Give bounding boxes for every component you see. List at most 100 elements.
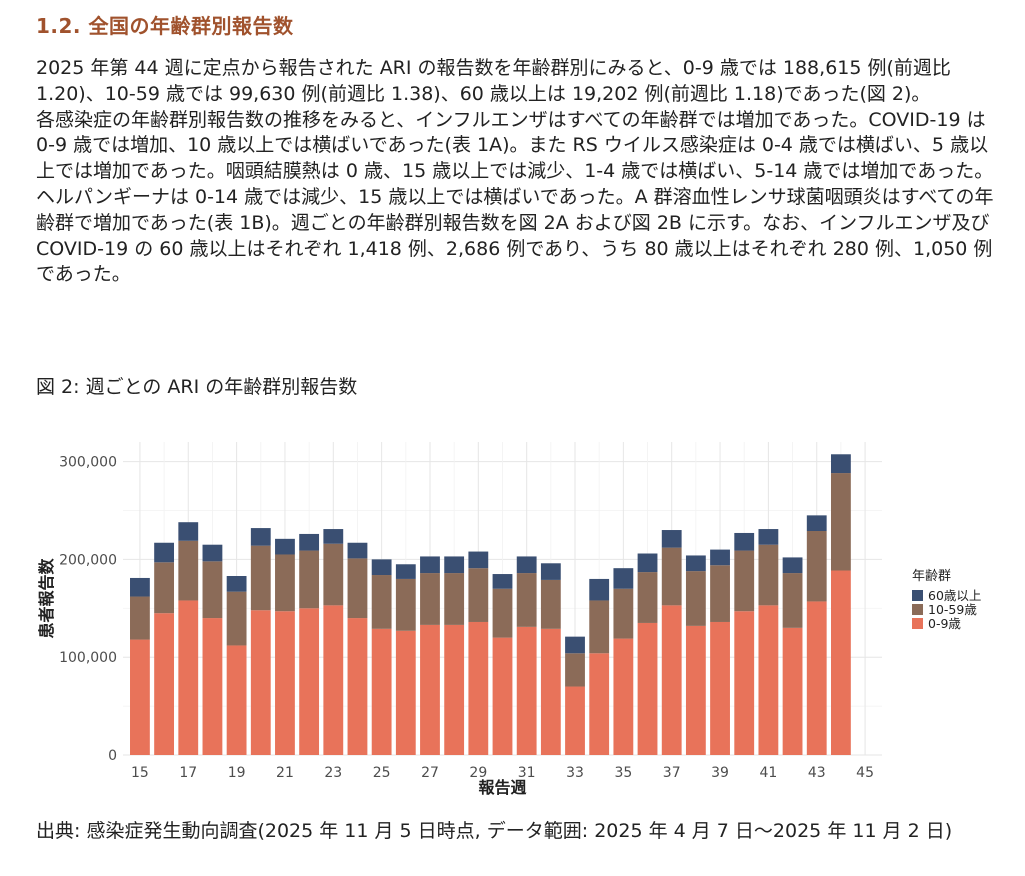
bar-segment-week-27-series-1	[420, 573, 440, 625]
bar-segment-week-21-series-1	[275, 554, 295, 612]
y-tick-label: 200,000	[59, 552, 117, 568]
age-group-stacked-bar-chart: 0 100,000 200,000 300,000 15 17 19 21 23 25 27 29 31…	[37, 442, 981, 797]
bar-segment-week-34-series-2	[589, 578, 610, 601]
x-tick-label: 41	[759, 765, 777, 781]
bar-segment-week-36-series-0	[637, 622, 658, 755]
bar-segment-week-22-series-0	[299, 608, 320, 755]
bar-segment-week-18-series-1	[202, 561, 223, 619]
section-title: 1.2. 全国の年齢群別報告数	[36, 14, 294, 38]
bar-segment-week-35-series-0	[613, 638, 634, 755]
x-tick-label: 27	[421, 765, 439, 781]
paragraph-age-summary: 2025 年第 44 週に定点から報告された ARI の報告数を年齢群別にみると…	[36, 57, 951, 105]
bar-segment-week-29-series-2	[468, 551, 489, 569]
bar-segment-week-39-series-2	[710, 549, 730, 566]
bar-segment-week-40-series-0	[734, 611, 755, 755]
bar-segment-week-22-series-2	[299, 533, 320, 551]
bar-segment-week-27-series-0	[420, 624, 440, 755]
bar-segment-week-41-series-1	[758, 544, 779, 606]
y-tick-label: 0	[108, 748, 117, 764]
bar-segment-week-30-series-1	[492, 588, 513, 638]
bar-segment-week-40-series-2	[734, 532, 755, 551]
bar-segment-week-20-series-0	[250, 610, 271, 755]
bar-segment-week-26-series-2	[395, 564, 416, 579]
bar-segment-week-33-series-0	[565, 686, 585, 755]
bar-segment-week-42-series-0	[782, 627, 803, 755]
source-note: 出典: 感染症発生動向調査(2025 年 11 月 5 日時点, データ範囲: …	[36, 820, 953, 842]
bar-segment-week-18-series-0	[202, 618, 223, 755]
bar-segment-week-29-series-1	[468, 568, 489, 622]
y-axis-title: 患者報告数	[37, 558, 56, 639]
bar-segment-week-39-series-1	[710, 565, 730, 622]
bar-segment-week-29-series-0	[468, 621, 489, 755]
x-tick-label: 21	[276, 765, 294, 781]
bar-segment-week-23-series-1	[323, 543, 344, 606]
bar-segment-week-16-series-1	[154, 562, 175, 614]
y-tick-label: 300,000	[59, 455, 117, 471]
x-tick-label: 33	[566, 765, 584, 781]
bar-segment-week-20-series-1	[250, 545, 271, 611]
bar-segment-week-24-series-2	[347, 542, 368, 559]
bar-segment-week-23-series-2	[323, 529, 344, 544]
x-tick-label: 17	[179, 765, 197, 781]
bar-segment-week-31-series-1	[516, 573, 537, 627]
bar-segment-week-41-series-2	[758, 529, 779, 545]
bar-segment-week-17-series-0	[178, 600, 199, 755]
x-tick-label: 35	[614, 765, 632, 781]
bar-segment-week-28-series-1	[444, 573, 465, 625]
bar-segment-week-27-series-2	[420, 556, 440, 574]
bar-segment-week-19-series-2	[226, 576, 247, 592]
legend-label-1: 10-59歳	[928, 602, 977, 617]
legend-swatch-1	[912, 604, 923, 615]
bar-segment-week-35-series-2	[613, 568, 634, 589]
bar-segment-week-15-series-0	[130, 639, 150, 755]
bar-segment-week-15-series-2	[130, 577, 150, 597]
bar-segment-week-16-series-0	[154, 613, 175, 755]
legend-swatch-2	[912, 618, 923, 629]
bar-segment-week-36-series-1	[637, 572, 658, 623]
x-tick-label: 29	[469, 765, 487, 781]
bar-segment-week-31-series-0	[516, 626, 537, 755]
bar-segment-week-34-series-0	[589, 653, 610, 755]
bar-segment-week-17-series-1	[178, 540, 199, 601]
bar-segment-week-44-series-1	[830, 473, 851, 571]
bar-segment-week-37-series-1	[661, 547, 682, 606]
bar-segment-week-32-series-0	[540, 628, 561, 755]
bar-segment-week-38-series-0	[685, 625, 706, 755]
bar-segment-week-26-series-0	[395, 630, 416, 755]
bar-segment-week-37-series-0	[661, 605, 682, 755]
x-tick-label: 15	[131, 765, 149, 781]
bar-segment-week-15-series-1	[130, 596, 150, 640]
x-tick-label: 23	[324, 765, 342, 781]
bar-segment-week-26-series-1	[395, 578, 416, 631]
bar-segment-week-35-series-1	[613, 588, 634, 639]
bar-segment-week-43-series-0	[806, 601, 827, 755]
bar-segment-week-30-series-0	[492, 637, 513, 755]
x-axis-title: 報告週	[478, 778, 526, 797]
bar-segment-week-43-series-1	[806, 531, 827, 602]
bar-segment-week-39-series-0	[710, 621, 730, 755]
bar-segment-week-30-series-2	[492, 574, 513, 589]
legend-label-2: 0-9歳	[928, 616, 961, 631]
bar-segment-week-38-series-2	[685, 555, 706, 572]
bar-segment-week-25-series-0	[371, 628, 392, 755]
bar-segment-week-16-series-2	[154, 542, 175, 563]
bar-segment-week-18-series-2	[202, 544, 223, 562]
x-tick-label: 37	[663, 765, 681, 781]
bar-segment-week-37-series-2	[661, 530, 682, 548]
x-tick-label: 19	[228, 765, 246, 781]
body-text: 2025 年第 44 週に定点から報告された ARI の報告数を年齢群別にみると…	[36, 56, 996, 288]
bar-segment-week-32-series-2	[540, 563, 561, 580]
bar-segment-week-28-series-0	[444, 624, 465, 755]
bar-segment-week-21-series-0	[275, 611, 295, 755]
bar-segment-week-21-series-2	[275, 538, 295, 555]
bar-segment-week-19-series-1	[226, 591, 247, 646]
x-tick-label: 31	[518, 765, 536, 781]
bar-segment-week-36-series-2	[637, 553, 658, 573]
bar-segment-week-25-series-1	[371, 575, 392, 629]
legend-swatch-0	[912, 590, 923, 601]
bar-segment-week-40-series-1	[734, 550, 755, 612]
bar-segment-week-38-series-1	[685, 571, 706, 626]
bar-segment-week-34-series-1	[589, 600, 610, 654]
paragraph-disease-trends: 各感染症の年齢群別報告数の推移をみると、インフルエンザはすべての年齢群では増加で…	[36, 108, 994, 286]
